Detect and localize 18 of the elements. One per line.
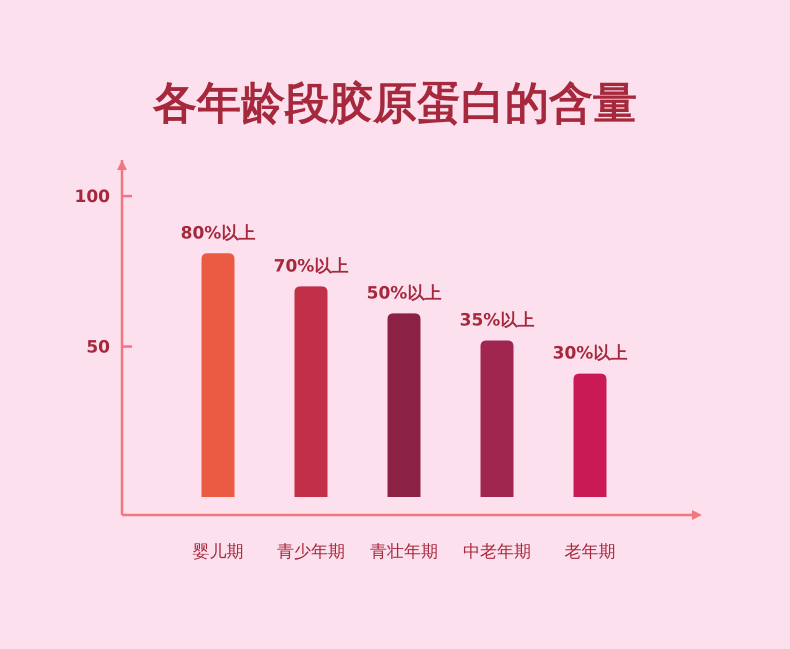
x-tick-label: 青少年期 [277,542,345,562]
annotation: 35%以上 [460,310,534,331]
y-tick-label: 50 [86,338,110,358]
bar [574,374,606,497]
x-tick-label: 中老年期 [463,542,531,562]
y-tick-label: 100 [74,187,110,208]
annotation: 70%以上 [274,256,348,276]
bar [294,286,328,497]
annotation: 50%以上 [366,283,442,304]
x-tick-label: 青壮年期 [370,542,438,562]
bar [202,253,234,497]
bar [388,313,420,497]
annotation: 80%以上 [180,223,256,244]
x-tick-label: 婴儿期 [192,542,244,562]
annotation: 30%以上 [552,344,628,364]
x-tick-label: 老年期 [564,542,616,562]
chart-title: 各年龄段胶原蛋白的含量 [152,78,637,129]
bar [480,340,514,497]
